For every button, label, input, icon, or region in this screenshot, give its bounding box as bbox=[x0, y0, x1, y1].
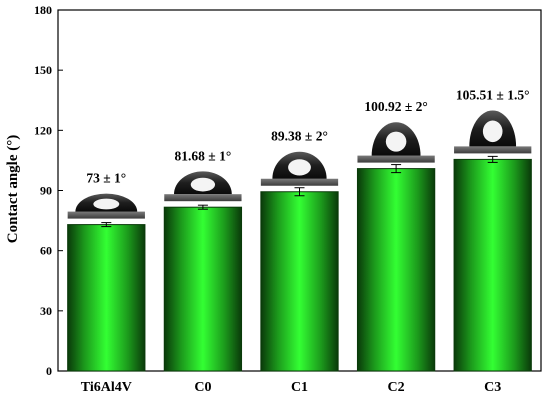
y-tick-label-6: 180 bbox=[34, 3, 52, 17]
plot-area: 0 30 60 90 120 150 180 Ti6Al4V 73 ± 1° C0 81.68 ± … bbox=[34, 3, 542, 395]
bar-3 bbox=[356, 168, 436, 372]
droplet-highlight-3 bbox=[385, 131, 407, 152]
x-tick-label-2: C1 bbox=[291, 380, 308, 395]
x-tick-label-1: C0 bbox=[194, 380, 211, 395]
droplet-substrate-2 bbox=[260, 178, 339, 186]
droplet-highlight-0 bbox=[93, 198, 120, 210]
y-tick-label-5: 150 bbox=[34, 63, 52, 77]
data-label-0: 73 ± 1° bbox=[86, 171, 126, 186]
droplet-substrate-4 bbox=[454, 146, 532, 154]
y-tick-label-3: 90 bbox=[40, 184, 52, 198]
x-tick-label-4: C3 bbox=[484, 380, 501, 395]
droplet-substrate-1 bbox=[164, 194, 242, 202]
y-tick-label-4: 120 bbox=[34, 123, 52, 137]
y-tick-label-2: 60 bbox=[40, 244, 52, 258]
droplet-highlight-1 bbox=[190, 177, 216, 192]
bar-1 bbox=[163, 206, 243, 372]
bar-2 bbox=[260, 191, 339, 372]
bar-0 bbox=[67, 224, 146, 372]
data-label-4: 105.51 ± 1.5° bbox=[456, 88, 530, 103]
data-label-3: 100.92 ± 2° bbox=[364, 99, 427, 114]
y-tick-label-0: 0 bbox=[46, 364, 52, 378]
y-tick-label-1: 30 bbox=[40, 304, 52, 318]
x-tick-label-3: C2 bbox=[388, 380, 405, 395]
bar-4 bbox=[453, 158, 532, 372]
data-label-1: 81.68 ± 1° bbox=[175, 148, 232, 163]
droplet-substrate-0 bbox=[67, 211, 145, 219]
x-tick-label-0: Ti6Al4V bbox=[81, 380, 132, 395]
y-axis-title: Contact angle (°) bbox=[5, 135, 21, 243]
data-label-2: 89.38 ± 2° bbox=[271, 129, 328, 144]
droplet-highlight-2 bbox=[288, 159, 311, 176]
droplet-highlight-4 bbox=[482, 120, 503, 143]
droplet-substrate-3 bbox=[357, 155, 435, 163]
